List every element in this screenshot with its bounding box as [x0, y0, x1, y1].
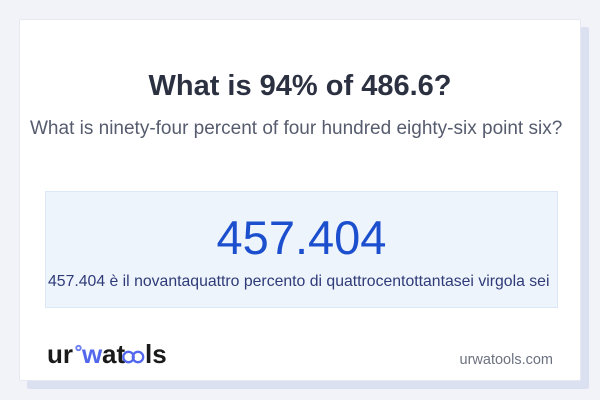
svg-text:ls: ls — [145, 339, 167, 369]
svg-text:at: at — [102, 339, 125, 369]
svg-text:ur: ur — [47, 339, 73, 369]
svg-text:w: w — [81, 339, 103, 369]
